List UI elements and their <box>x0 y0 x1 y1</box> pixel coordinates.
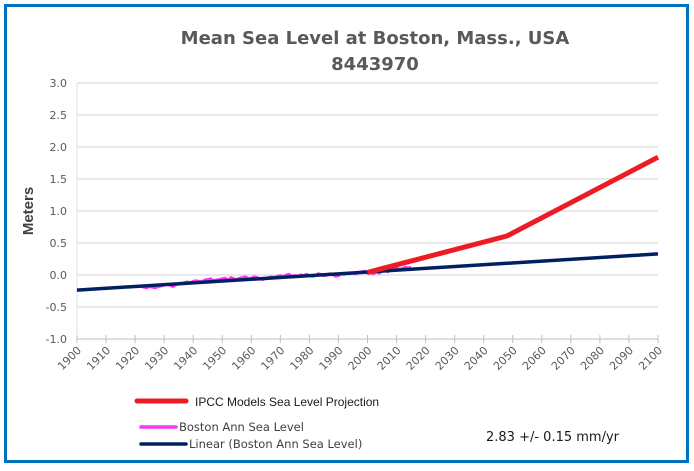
trend-annotation: 2.83 +/- 0.15 mm/yr <box>486 430 620 445</box>
y-tick-label: 0.5 <box>50 237 68 250</box>
x-tick-label: 1970 <box>258 344 287 373</box>
x-tick-label: 2100 <box>636 344 665 373</box>
y-axis-label: Meters <box>20 187 37 235</box>
y-tick-label: 1.0 <box>50 205 68 218</box>
series-ipcc-projection <box>366 154 660 275</box>
legend-label-boston: Boston Ann Sea Level <box>179 420 304 434</box>
x-tick-label: 2090 <box>607 344 636 373</box>
x-tick-label: 1980 <box>288 344 317 373</box>
y-tick-label: 2.5 <box>50 109 68 122</box>
x-tick-label: 2030 <box>433 344 462 373</box>
x-tick-label: 1950 <box>200 344 229 373</box>
y-tick-label: 1.5 <box>50 173 68 186</box>
x-tick-label: 2020 <box>404 344 433 373</box>
x-tick-label: 2000 <box>346 344 375 373</box>
x-tick-label: 2060 <box>520 344 549 373</box>
x-tick-label: 1990 <box>317 344 346 373</box>
x-tick-label: 2050 <box>491 344 520 373</box>
chart-subtitle: 8443970 <box>331 54 419 75</box>
gridlines <box>77 82 658 308</box>
y-tick-label: -1.0 <box>46 333 67 346</box>
x-tick-label: 1920 <box>113 344 142 373</box>
legend-label-linear: Linear (Boston Ann Sea Level) <box>189 437 362 451</box>
x-tick-label: 1910 <box>84 344 113 373</box>
legend: IPCC Models Sea Level Projection Boston … <box>134 395 379 451</box>
x-tick-label: 1930 <box>142 344 171 373</box>
x-tick-label: 1940 <box>171 344 200 373</box>
x-tick-label: 2070 <box>549 344 578 373</box>
x-tick-label: 2080 <box>578 344 607 373</box>
y-axis-ticks: 3.0 2.5 2.0 1.5 1.0 0.5 0.0 -0.5 -1.0 <box>46 77 67 346</box>
y-tick-label: 0.0 <box>50 269 68 282</box>
y-tick-label: -0.5 <box>46 301 67 314</box>
legend-label-ipcc: IPCC Models Sea Level Projection <box>195 395 379 409</box>
x-axis-ticks: 1900 1910 1920 1930 1940 1950 1960 1970 1980 1990… <box>55 335 665 373</box>
x-tick-label: 2040 <box>462 344 491 373</box>
y-tick-label: 3.0 <box>50 77 68 90</box>
series-layer <box>76 154 660 292</box>
x-tick-label: 1960 <box>229 344 258 373</box>
y-tick-label: 2.0 <box>50 141 68 154</box>
x-tick-label: 1900 <box>55 344 84 373</box>
chart-frame <box>4 4 689 463</box>
chart-title: Mean Sea Level at Boston, Mass., USA <box>181 28 570 49</box>
x-tick-label: 2010 <box>375 344 404 373</box>
